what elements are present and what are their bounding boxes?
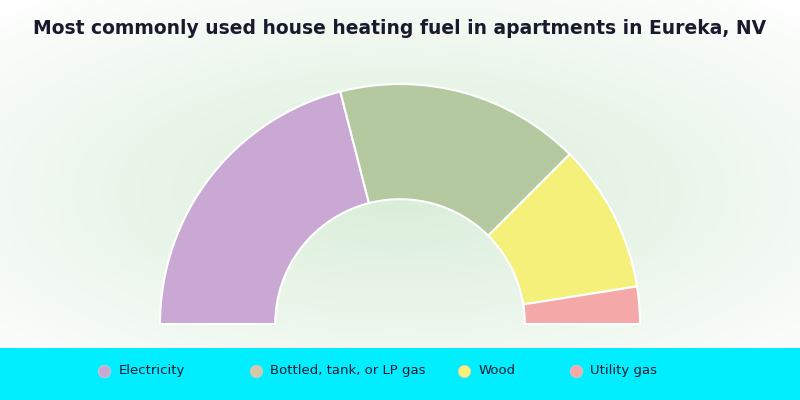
Text: Bottled, tank, or LP gas: Bottled, tank, or LP gas [270, 364, 426, 377]
Text: Wood: Wood [478, 364, 515, 377]
Text: Electricity: Electricity [118, 364, 185, 377]
Wedge shape [488, 154, 637, 304]
Text: Utility gas: Utility gas [590, 364, 658, 377]
Wedge shape [523, 286, 640, 324]
Wedge shape [340, 84, 570, 236]
Text: Most commonly used house heating fuel in apartments in Eureka, NV: Most commonly used house heating fuel in… [34, 19, 766, 38]
Wedge shape [160, 92, 369, 324]
